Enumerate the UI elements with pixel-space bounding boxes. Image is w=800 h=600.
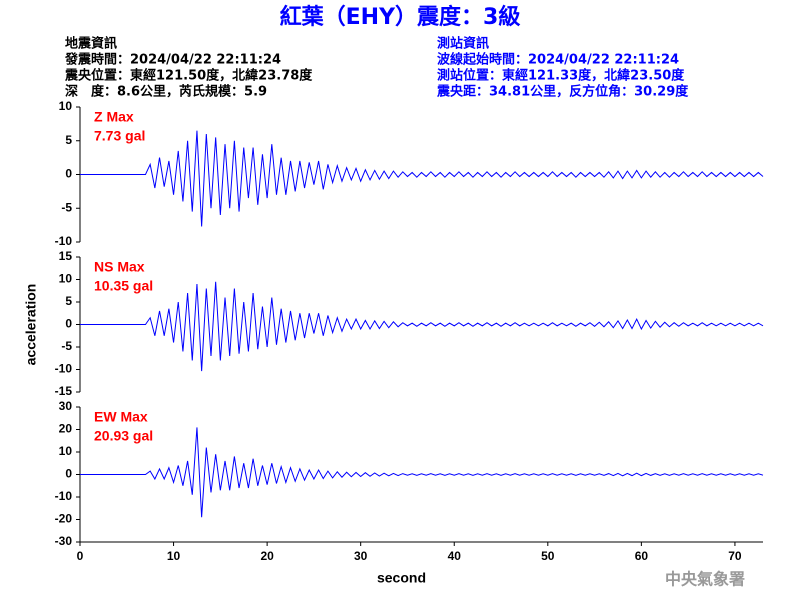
- y-tick-label: 10: [59, 99, 73, 113]
- event-info: 深 度：8.6公里，芮氏規模：5.9: [65, 84, 267, 100]
- y-tick-label: -20: [55, 512, 73, 526]
- x-tick-label: 20: [260, 549, 274, 563]
- y-tick-label: -15: [55, 384, 73, 398]
- max-annotation: 10.35 gal: [94, 278, 153, 294]
- max-annotation: EW Max: [94, 409, 148, 425]
- event-info: 發震時間：2024/04/22 22:11:24: [64, 52, 281, 68]
- max-annotation: 20.93 gal: [94, 428, 153, 444]
- station-info: 波線起始時間：2024/04/22 22:11:24: [437, 52, 679, 68]
- x-tick-label: 60: [635, 549, 649, 563]
- y-tick-label: 10: [59, 444, 73, 458]
- y-tick-label: 30: [59, 399, 73, 413]
- y-tick-label: 15: [59, 249, 73, 263]
- station-info: 震央距：34.81公里，反方位角：30.29度: [436, 84, 689, 100]
- event-info: 震央位置：東經121.50度，北緯23.78度: [64, 68, 313, 84]
- y-tick-label: -30: [55, 534, 73, 548]
- y-tick-label: 5: [65, 294, 72, 308]
- max-annotation: 7.73 gal: [94, 128, 145, 144]
- max-annotation: Z Max: [94, 109, 134, 125]
- x-tick-label: 30: [354, 549, 368, 563]
- y-tick-label: 10: [59, 272, 73, 286]
- y-tick-label: -10: [55, 234, 73, 248]
- y-tick-label: 0: [65, 167, 72, 181]
- x-tick-label: 40: [448, 549, 462, 563]
- station-info: 測站位置：東經121.33度，北緯23.50度: [437, 68, 685, 84]
- chart-title: 紅葉（EHY）震度：3級: [280, 4, 521, 30]
- event-info: 地震資訊: [65, 36, 117, 52]
- footer: 中央氣象署: [665, 570, 745, 589]
- y-tick-label: 5: [65, 133, 72, 147]
- y-tick-label: -5: [61, 200, 72, 214]
- y-tick-label: -10: [55, 489, 73, 503]
- y-tick-label: 0: [65, 467, 72, 481]
- y-tick-label: -5: [61, 339, 72, 353]
- y-tick-label: 20: [59, 422, 73, 436]
- y-tick-label: 0: [65, 317, 72, 331]
- station-info: 測站資訊: [437, 36, 489, 52]
- y-tick-label: -10: [55, 362, 73, 376]
- waveform: [80, 281, 764, 372]
- waveform: [80, 427, 764, 518]
- x-axis-label: second: [377, 570, 426, 586]
- x-tick-label: 50: [541, 549, 555, 563]
- waveform: [80, 130, 764, 227]
- x-tick-label: 0: [77, 549, 84, 563]
- max-annotation: NS Max: [94, 259, 145, 275]
- x-tick-label: 70: [728, 549, 742, 563]
- y-axis-label: acceleration: [23, 284, 39, 366]
- x-tick-label: 10: [167, 549, 181, 563]
